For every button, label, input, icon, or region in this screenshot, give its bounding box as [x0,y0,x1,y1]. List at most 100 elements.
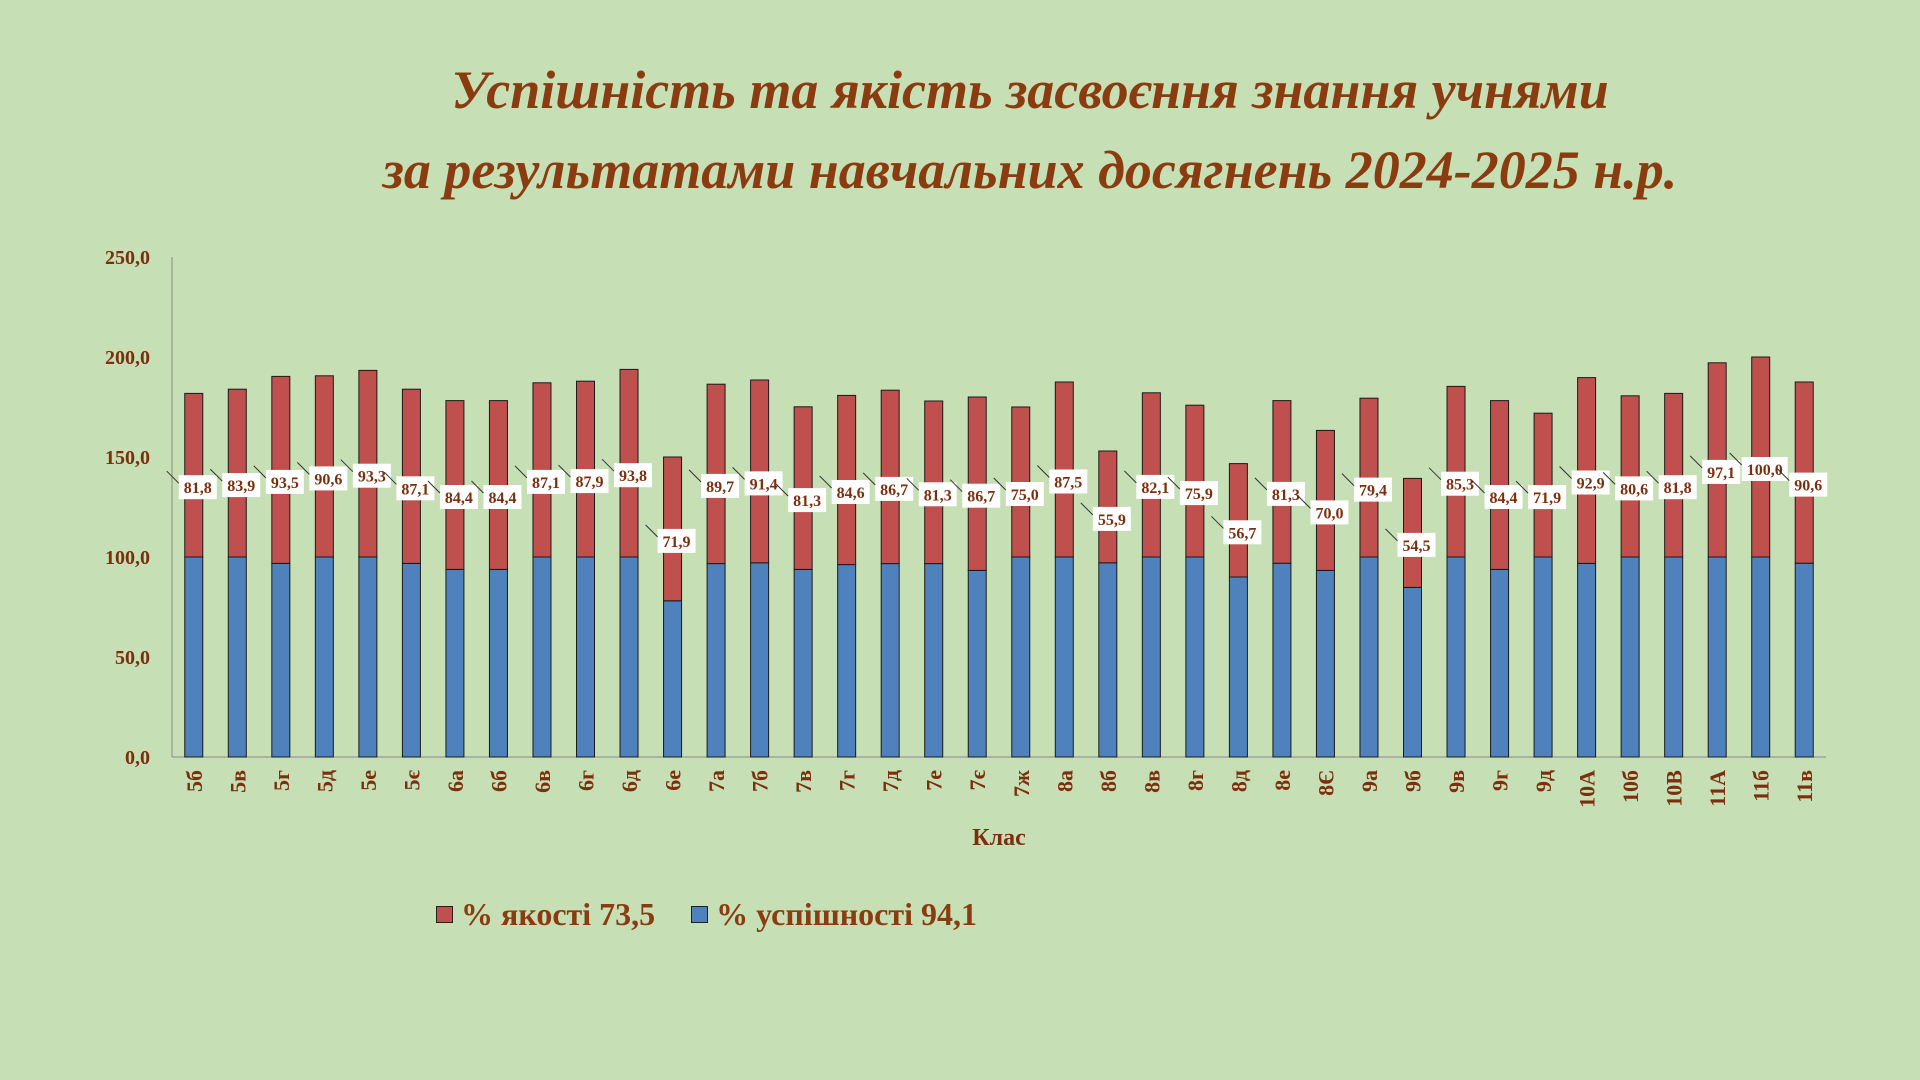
data-label: 80,6 [1620,481,1648,498]
data-label-box [1658,475,1697,500]
bar-success [1664,556,1684,758]
data-label-box [1353,477,1392,502]
data-label-leader [340,459,354,473]
x-tick-label: 6б [486,770,511,792]
x-tick-label: 8Є [1313,770,1338,796]
x-tick-label: 7д [878,770,903,792]
x-tick-label: 11А [1705,770,1730,807]
data-label: 85,3 [1446,477,1474,494]
bar-success [967,569,987,758]
data-label-leader [949,479,963,493]
x-tick-label: 8г [1183,770,1208,791]
bar-success [1533,556,1553,758]
data-label-box [178,475,217,500]
x-tick-label: 9б [1401,770,1426,792]
data-label-leader [1602,472,1616,485]
x-tick-label: 8б [1096,770,1121,792]
data-label-box [1397,532,1436,557]
data-label: 84,6 [837,485,865,502]
x-axis-title: Клас [972,825,1026,851]
data-label-leader [1036,465,1050,478]
data-label: 75,9 [1185,486,1213,503]
x-tick-label: 5г [269,770,294,791]
data-label-leader [558,464,571,478]
legend-item-success: % успішності 94,1 [691,896,977,933]
data-label-box [1741,457,1788,481]
x-tick-label: 8д [1226,770,1251,792]
data-label-leader [1515,480,1529,494]
bar-success [227,556,247,758]
data-label: 93,8 [619,468,647,485]
data-label-box [1484,485,1523,509]
data-label-leader [253,465,267,479]
bar-success [532,556,552,758]
bar-success [314,556,334,758]
bar-quality [793,406,813,570]
x-tick-label: 10б [1618,770,1643,803]
y-tick-label: 0,0 [125,747,150,769]
data-label-box [265,469,304,494]
x-tick-label: 9д [1531,770,1556,792]
data-label: 75,0 [1011,487,1039,504]
data-label: 55,9 [1098,512,1126,529]
bar-success [1577,562,1597,758]
data-label-leader [1646,470,1660,484]
data-label-leader [1298,496,1311,509]
y-tick-label: 200,0 [105,347,150,369]
data-label-box [1571,470,1610,495]
data-label-leader [1729,452,1743,466]
data-label-box [1310,500,1349,525]
legend-swatch-success [691,906,709,923]
chart-title-line-2: за результатами навчальних досягнень 202… [382,140,1678,200]
x-tick-label: 7г [835,770,860,791]
chart-title: Успішність та якість засвоєння знання уч… [0,50,1920,210]
data-label-box [526,469,565,494]
data-label: 81,3 [793,493,821,510]
data-label-leader [1123,470,1137,484]
data-label-leader [1167,476,1181,490]
data-label-leader [645,524,658,538]
bar-success [1620,556,1640,758]
data-label-leader [1385,528,1398,542]
stacked-bar-chart: 0,0 50,0 100,0 150,0 200,0 250,0 81,8 5б 83,9 5в 9… [105,247,1828,851]
bar-success [1403,586,1422,758]
x-tick-label: 10В [1662,770,1687,807]
x-tick-label: 8а [1052,770,1077,792]
data-label-leader [775,483,789,497]
data-label: 91,4 [750,476,778,493]
data-label-box [570,469,609,494]
x-tick-label: 7е [922,770,947,791]
data-label-box [1005,482,1044,506]
data-label-box [396,476,435,501]
bar-success [1011,556,1031,758]
x-tick-label: 7в [791,770,816,793]
bar-success [837,564,857,758]
data-label: 83,9 [227,478,255,495]
data-label: 92,9 [1577,476,1605,493]
data-label-leader [514,465,528,479]
x-tick-label: 8в [1139,770,1164,793]
bar-success [1315,569,1335,758]
data-label-box [918,482,957,507]
bar-success [1272,562,1292,758]
legend-label-quality: % якості 73,5 [461,896,656,932]
data-label: 81,3 [924,487,952,504]
data-label-box [1266,481,1305,506]
data-label-box [439,485,478,509]
x-tick-label: 7а [704,770,729,792]
data-label-box [483,485,522,509]
data-label-leader [1428,467,1442,481]
x-tick-label: 5е [356,770,381,791]
data-label: 93,3 [358,469,386,486]
x-tick-label: 7є [965,770,990,791]
data-label: 71,9 [1533,490,1561,507]
data-label-leader [209,468,223,482]
x-tick-label: 10А [1575,770,1600,808]
data-label-box [1049,469,1088,494]
bar-success [1751,556,1771,758]
data-label-box [352,463,391,488]
bar-success [271,562,291,758]
data-label: 90,6 [314,471,342,488]
bar-success [1098,562,1118,758]
data-label: 84,4 [488,490,516,507]
